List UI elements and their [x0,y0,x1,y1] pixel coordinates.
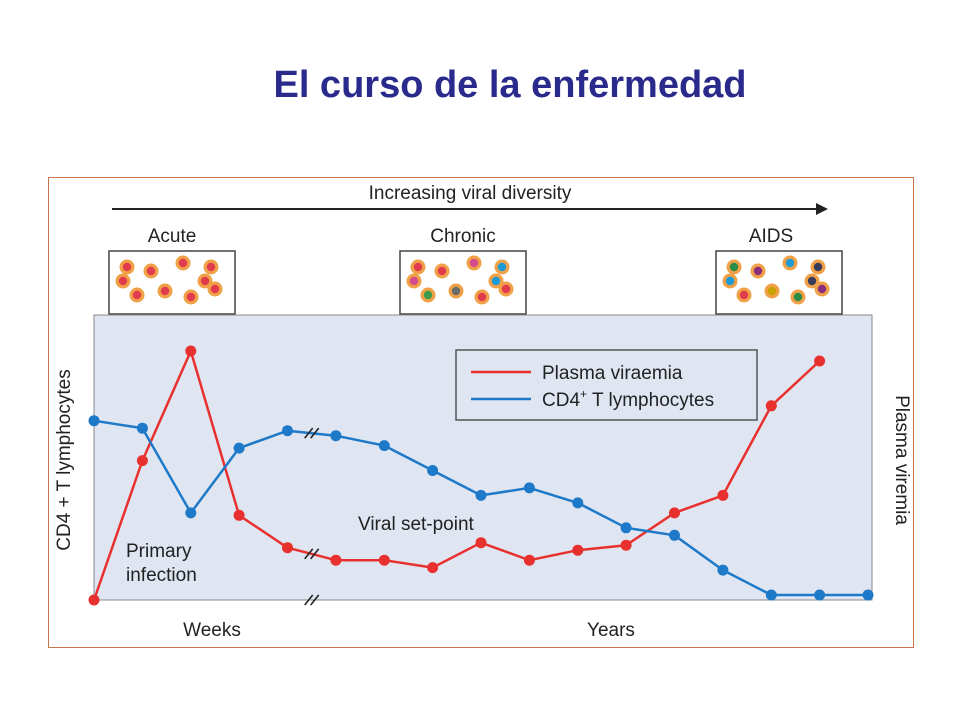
point-cd4-7 [427,465,439,476]
cell-core-0-2 [178,258,188,268]
cell-core-2-8 [725,276,735,286]
break-mark-2-1 [310,427,320,439]
axis-break-marks [304,427,320,606]
point-viraemia-2 [185,345,197,357]
point-viraemia-5 [330,554,342,566]
cell-core-1-4 [423,290,433,300]
break-mark-0-0 [304,594,314,606]
point-viraemia-7 [427,562,439,574]
stage-label-aids: AIDS [749,226,793,247]
x-label-years: Years [587,620,635,641]
point-cd4-14 [765,589,777,601]
annotation-infection: infection [126,565,197,586]
cell-core-0-5 [160,286,170,296]
viral-diversity-label: Increasing viral diversity [369,183,572,204]
cell-core-2-6 [793,292,803,302]
cell-core-0-9 [200,276,210,286]
cell-core-1-6 [477,292,487,302]
stage-label-chronic: Chronic [430,226,495,247]
virus-cells [115,255,830,305]
break-mark-2-0 [304,427,314,439]
cell-core-1-5 [451,286,461,296]
point-viraemia-8 [475,537,487,549]
point-cd4-1 [136,422,148,434]
cell-core-2-5 [767,286,777,296]
cell-core-1-0 [413,262,423,272]
cell-core-2-2 [785,258,795,268]
legend-label-cd4-superscript: + [580,387,587,401]
legend-box [455,349,758,421]
point-cd4-12 [669,529,680,541]
break-mark-1-1 [310,548,320,560]
point-viraemia-12 [669,507,680,519]
point-cd4-3 [233,442,245,454]
cell-core-2-1 [753,266,763,276]
cell-core-0-8 [118,276,128,286]
legend-label-cd4-main: CD4 [542,390,580,411]
break-mark-1-0 [304,548,314,560]
y-label-right: Plasma viremia [891,395,912,525]
point-cd4-9 [523,482,535,494]
legend-label-cd4: CD4+ T lymphocytes [542,387,714,411]
point-viraemia-3 [233,509,245,521]
point-cd4-6 [378,440,390,452]
series-line-viraemia [92,349,821,601]
cell-core-1-1 [437,266,447,276]
viral-diversity-arrowhead [816,203,828,215]
cell-core-1-7 [501,284,511,294]
cell-core-1-9 [491,276,501,286]
point-cd4-11 [620,522,632,534]
point-viraemia-10 [572,544,584,556]
legend-label-cd4-rest: T lymphocytes [587,390,714,411]
point-cd4-13 [717,564,729,576]
break-mark-0-1 [310,594,320,606]
point-viraemia-6 [378,554,390,566]
point-viraemia-14 [765,400,777,412]
cell-core-0-4 [132,290,142,300]
cell-core-1-2 [469,258,479,268]
cell-core-2-7 [817,284,827,294]
slide-title: El curso de la enfermedad [273,64,747,106]
point-cd4-5 [330,430,342,442]
point-viraemia-1 [136,455,148,467]
cell-core-2-9 [807,276,817,286]
x-label-weeks: Weeks [183,620,241,641]
series-layer [88,345,874,606]
point-cd4-10 [572,497,584,509]
point-cd4-4 [282,425,293,437]
cell-core-2-3 [813,262,823,272]
point-cd4-0 [88,415,100,427]
cell-core-2-4 [739,290,749,300]
point-cd4-16 [862,589,874,601]
cell-core-0-0 [122,262,132,272]
point-cd4-15 [814,589,826,601]
annotation-primary: Primary [126,541,192,562]
point-viraemia-0 [88,594,100,606]
legend-label-viraemia: Plasma viraemia [542,363,683,384]
cell-core-2-0 [729,262,739,272]
hiv-course-figure: Increasing viral diversity Acute Chronic… [48,177,914,648]
point-viraemia-11 [620,539,632,551]
stage-label-acute: Acute [148,226,197,247]
cell-core-0-3 [206,262,216,272]
cell-core-0-1 [146,266,156,276]
cell-core-0-7 [210,284,220,294]
y-label-left: CD4 + T lymphocytes [54,369,75,550]
annotation-viral-set-point: Viral set-point [358,514,475,535]
point-viraemia-13 [717,489,729,501]
cell-core-1-8 [409,276,419,286]
point-viraemia-9 [523,554,535,566]
point-viraemia-15 [814,355,826,367]
point-cd4-8 [475,489,487,501]
point-viraemia-4 [282,542,293,554]
point-cd4-2 [185,507,197,519]
cell-core-1-3 [497,262,507,272]
cell-core-0-6 [186,292,196,302]
